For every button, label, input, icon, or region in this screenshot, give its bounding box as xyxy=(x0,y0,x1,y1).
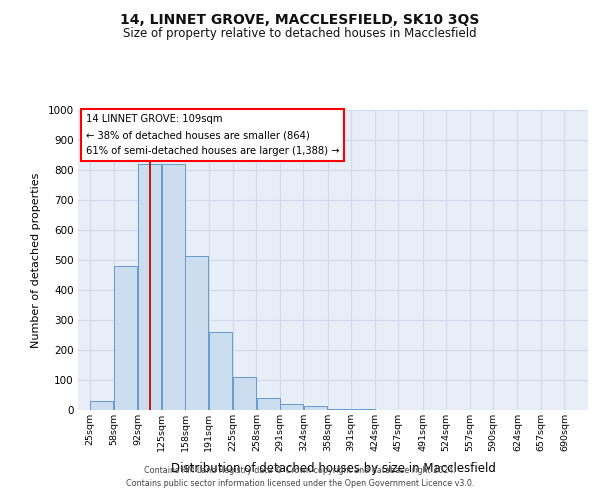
Text: 14 LINNET GROVE: 109sqm
← 38% of detached houses are smaller (864)
61% of semi-d: 14 LINNET GROVE: 109sqm ← 38% of detache… xyxy=(86,114,339,156)
Text: Size of property relative to detached houses in Macclesfield: Size of property relative to detached ho… xyxy=(123,28,477,40)
Bar xyxy=(233,377,256,410)
Bar xyxy=(209,332,232,410)
Y-axis label: Number of detached properties: Number of detached properties xyxy=(31,172,41,348)
X-axis label: Distribution of detached houses by size in Macclesfield: Distribution of detached houses by size … xyxy=(170,462,496,475)
Text: Contains HM Land Registry data © Crown copyright and database right 2024.
Contai: Contains HM Land Registry data © Crown c… xyxy=(126,466,474,487)
Bar xyxy=(161,164,185,410)
Bar xyxy=(328,408,351,410)
Bar xyxy=(138,164,161,410)
Bar xyxy=(257,398,280,410)
Text: 14, LINNET GROVE, MACCLESFIELD, SK10 3QS: 14, LINNET GROVE, MACCLESFIELD, SK10 3QS xyxy=(121,12,479,26)
Bar xyxy=(91,401,113,410)
Bar xyxy=(114,266,137,410)
Bar xyxy=(304,406,327,410)
Bar xyxy=(280,404,303,410)
Bar xyxy=(185,256,208,410)
